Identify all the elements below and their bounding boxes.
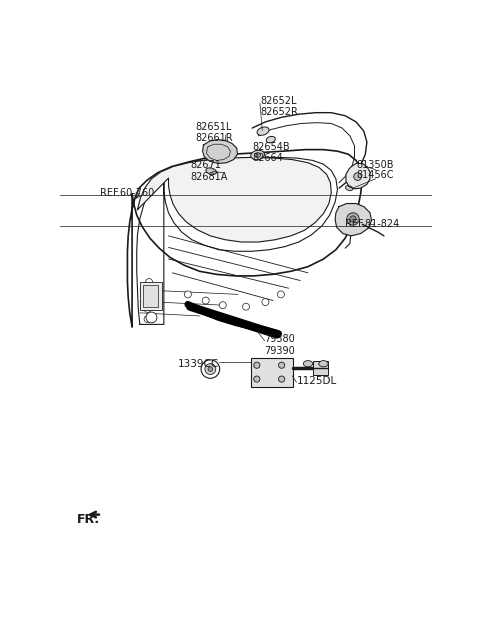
Text: 1125DL: 1125DL [296,376,336,386]
Circle shape [184,291,192,298]
Ellipse shape [206,168,216,174]
Text: FR.: FR. [77,513,100,526]
Text: 82654B
82664: 82654B 82664 [252,142,290,163]
Bar [312,362,328,375]
Text: 81456C: 81456C [356,169,394,180]
Circle shape [347,213,359,225]
Circle shape [278,362,285,368]
Ellipse shape [345,185,353,191]
Bar [140,282,162,310]
Ellipse shape [251,150,264,159]
Circle shape [202,297,209,304]
Text: 82652L
82652R: 82652L 82652R [260,96,298,117]
Circle shape [354,172,361,180]
Ellipse shape [266,137,276,143]
Text: 1339CC: 1339CC [178,359,219,369]
Polygon shape [335,203,372,236]
Circle shape [205,363,216,375]
Circle shape [144,305,151,313]
Bar [143,285,158,307]
Circle shape [277,291,284,298]
Bar [251,358,293,387]
Circle shape [278,376,285,382]
Circle shape [262,298,269,305]
Polygon shape [346,164,370,189]
Ellipse shape [257,127,269,135]
Text: 79380
79390: 79380 79390 [264,334,295,355]
Circle shape [254,376,260,382]
Text: 82651L
82661R: 82651L 82661R [196,122,233,143]
Circle shape [350,216,356,222]
Circle shape [201,360,220,378]
Text: 81350B: 81350B [356,161,394,171]
Text: 82671
82681A: 82671 82681A [190,161,228,182]
Circle shape [242,303,250,310]
Ellipse shape [319,360,328,366]
Polygon shape [137,158,331,242]
Circle shape [146,312,157,323]
Circle shape [208,366,213,371]
Polygon shape [127,150,362,327]
Ellipse shape [254,153,261,158]
Text: REF.81-824: REF.81-824 [345,219,399,229]
Circle shape [145,279,153,286]
Polygon shape [203,140,238,164]
Ellipse shape [303,360,312,366]
Circle shape [219,302,226,308]
Circle shape [144,316,151,323]
Circle shape [254,362,260,368]
Text: REF.60-760: REF.60-760 [100,188,155,198]
Circle shape [144,294,150,301]
